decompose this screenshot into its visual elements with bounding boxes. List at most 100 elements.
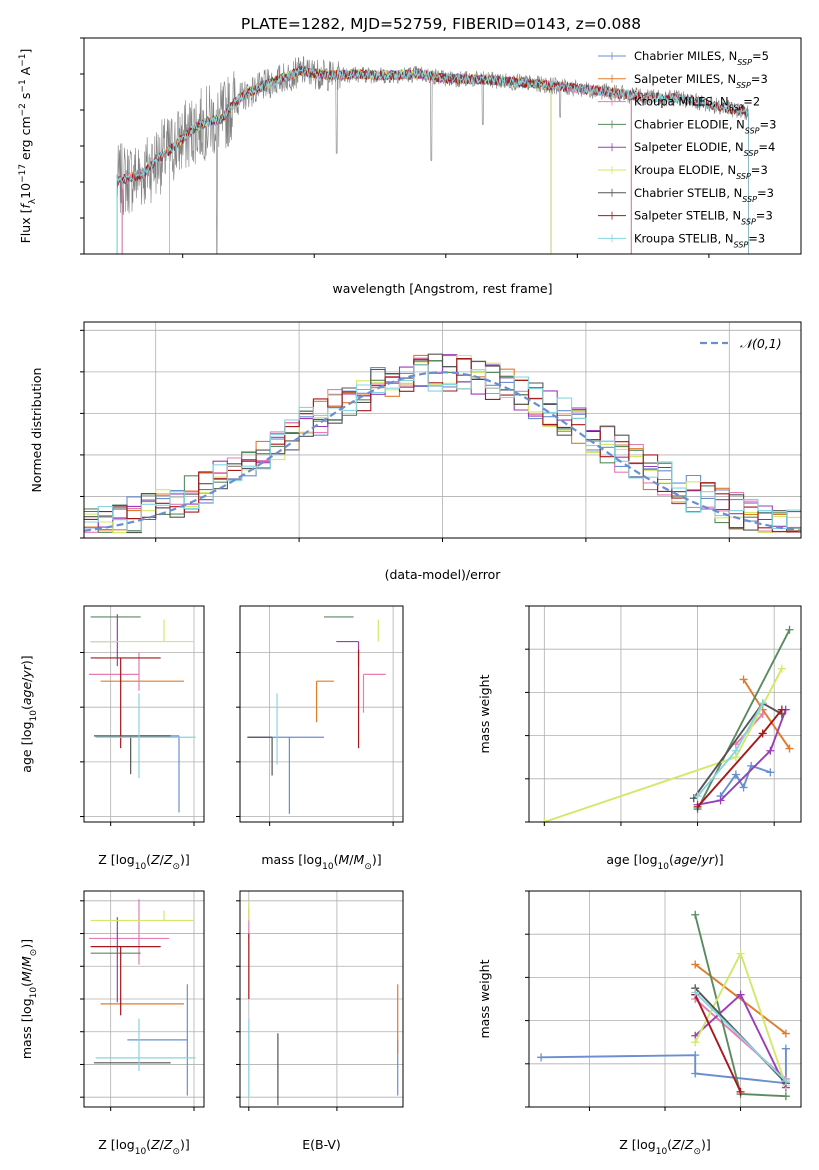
weight-point bbox=[785, 744, 794, 753]
model-spectrum-line bbox=[121, 67, 632, 254]
weight-point bbox=[766, 746, 775, 755]
legend-entry: Chabrier ELODIE, NSSP=3 bbox=[634, 117, 776, 135]
weight-line bbox=[697, 709, 787, 806]
weight-line bbox=[696, 629, 791, 810]
weight-point bbox=[781, 1029, 790, 1038]
normal-curve bbox=[83, 371, 802, 532]
weight-point bbox=[777, 705, 786, 714]
weight-point bbox=[691, 1069, 700, 1078]
y-axis-label: Normed distribution bbox=[29, 368, 44, 493]
mass_vs_EBV-marks bbox=[248, 900, 399, 1106]
weight-point bbox=[691, 1051, 700, 1060]
model-spectrum-line bbox=[116, 67, 749, 254]
model-spectrum-line bbox=[169, 65, 552, 254]
weight-line bbox=[696, 709, 783, 808]
mass_vs_Z-marks bbox=[89, 899, 196, 1096]
weight-line bbox=[541, 1048, 787, 1085]
axes-frame bbox=[239, 605, 404, 823]
weight_vs_Z-marks bbox=[537, 910, 790, 1101]
spectrum-legend: Chabrier MILES, NSSP=5 Salpeter MILES, NS… bbox=[598, 49, 776, 249]
age_vs_mass-axes: mass [log10(M/M⊙)] bbox=[236, 605, 404, 872]
legend-entry: Salpeter MILES, NSSP=3 bbox=[634, 72, 768, 90]
weight_vs_Z-panel: Z [log10(Z/Z⊙)] mass weight bbox=[477, 890, 802, 1157]
weight-point bbox=[537, 1053, 546, 1062]
x-axis-label: mass [log10(M/M⊙)] bbox=[261, 852, 381, 872]
x-axis-label: Z [log10(Z/Z⊙)] bbox=[98, 1137, 190, 1157]
histogram-step bbox=[84, 353, 801, 534]
weight-point bbox=[739, 675, 748, 684]
weight-point bbox=[739, 783, 748, 792]
mass_vs_Z-axes: Z [log10(Z/Z⊙)] mass [log10(M/M⊙)] bbox=[19, 890, 205, 1157]
legend-entry: Kroupa STELIB, NSSP=3 bbox=[634, 231, 765, 249]
weight-point bbox=[736, 1087, 745, 1096]
weight-point bbox=[777, 664, 786, 673]
axes-frame bbox=[528, 605, 802, 823]
observed-spectrum-line bbox=[116, 56, 749, 254]
weight-line bbox=[694, 991, 787, 1082]
legend-entry: Salpeter ELODIE, NSSP=4 bbox=[634, 140, 775, 158]
spectrum-axes: Chabrier MILES, NSSP=5 Salpeter MILES, NS… bbox=[18, 37, 802, 296]
weight-point bbox=[736, 990, 745, 999]
x-axis-label: E(B-V) bbox=[302, 1137, 341, 1152]
weight-point bbox=[781, 1077, 790, 1086]
weight-point bbox=[731, 770, 740, 779]
weight-point bbox=[693, 792, 702, 801]
weight-line bbox=[719, 764, 771, 797]
model-spectrum-line bbox=[121, 67, 632, 254]
weight-line bbox=[735, 713, 764, 745]
axes-frame bbox=[83, 605, 205, 823]
residuals-panel: 𝒩(0,1) (data-model)/error Normed distribut… bbox=[29, 321, 802, 582]
weight_vs_age-axes: age [log10(age/yr)] mass weight bbox=[477, 605, 802, 872]
model-spectrum-line bbox=[116, 66, 749, 254]
weight-point bbox=[781, 1092, 790, 1101]
age_vs_mass-marks bbox=[247, 616, 386, 814]
weight-point bbox=[731, 746, 740, 755]
legend-entry: Kroupa MILES, NSSP=2 bbox=[634, 95, 760, 113]
weight_vs_Z-axes: Z [log10(Z/Z⊙)] mass weight bbox=[477, 890, 802, 1157]
weight_vs_age-panel: age [log10(age/yr)] mass weight bbox=[477, 605, 802, 872]
age_vs_Z-axes: Z [log10(Z/Z⊙)] age [log10(age/yr)] bbox=[19, 605, 205, 872]
x-axis-label: Z [log10(Z/Z⊙)] bbox=[619, 1137, 711, 1157]
weight-point bbox=[691, 988, 700, 997]
mass_vs_EBV-axes: E(B-V) bbox=[236, 890, 404, 1152]
weight-line bbox=[543, 668, 783, 823]
figure-title: PLATE=1282, MJD=52759, FIBERID=0143, z=0… bbox=[241, 15, 641, 33]
y-axis-label: mass [log10(M/M⊙)] bbox=[19, 939, 39, 1059]
weight-point bbox=[691, 1038, 700, 1047]
x-axis-label: age [log10(age/yr)] bbox=[606, 852, 723, 872]
weight-point bbox=[736, 949, 745, 958]
legend-entry: Chabrier MILES, NSSP=5 bbox=[634, 49, 769, 67]
model-spectrum-line bbox=[121, 67, 632, 254]
legend-entry: Salpeter STELIB, NSSP=3 bbox=[634, 209, 773, 227]
model-spectrum-line bbox=[169, 67, 552, 254]
residuals-axes: 𝒩(0,1) (data-model)/error Normed distribut… bbox=[29, 321, 802, 582]
x-axis-label: (data-model)/error bbox=[385, 567, 502, 582]
weight-point bbox=[758, 710, 767, 718]
weight-point bbox=[785, 625, 794, 634]
y-axis-label: mass weight bbox=[477, 959, 492, 1038]
residual-legend: 𝒩(0,1) bbox=[700, 336, 782, 351]
age_vs_Z-marks bbox=[89, 614, 196, 813]
mass_vs_EBV-panel: E(B-V) bbox=[236, 890, 404, 1152]
age_vs_mass-panel: mass [log10(M/M⊙)] bbox=[236, 605, 404, 872]
weight-point bbox=[781, 1044, 790, 1053]
histogram-step bbox=[84, 364, 801, 533]
residuals-marks bbox=[83, 353, 802, 534]
mass_vs_Z-panel: Z [log10(Z/Z⊙)] mass [log10(M/M⊙)] bbox=[19, 890, 205, 1157]
legend-entry: Kroupa ELODIE, NSSP=3 bbox=[634, 163, 768, 181]
spectrum-panel: Chabrier MILES, NSSP=5 Salpeter MILES, NS… bbox=[18, 37, 802, 296]
weight-point bbox=[691, 910, 700, 919]
weight-point bbox=[716, 796, 725, 805]
weight-line bbox=[694, 994, 742, 1093]
weight-point bbox=[766, 768, 775, 777]
weight-point bbox=[691, 960, 700, 969]
x-axis-label: wavelength [Angstrom, rest frame] bbox=[332, 281, 552, 296]
x-axis-label: Z [log10(Z/Z⊙)] bbox=[98, 852, 190, 872]
weight-point bbox=[758, 699, 767, 708]
age_vs_Z-panel: Z [log10(Z/Z⊙)] age [log10(age/yr)] bbox=[19, 605, 205, 872]
weight-point bbox=[693, 802, 702, 811]
y-axis-label: Flux [fλ10−17 erg cm−2 s−1 A−1] bbox=[18, 49, 38, 244]
y-axis-label: age [log10(age/yr)] bbox=[19, 655, 39, 772]
model-spectrum-line bbox=[169, 67, 552, 254]
